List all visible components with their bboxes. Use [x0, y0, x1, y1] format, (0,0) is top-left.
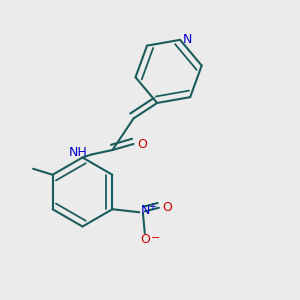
Text: O: O	[137, 137, 147, 151]
Text: −: −	[151, 233, 160, 243]
Text: N: N	[182, 33, 192, 46]
Text: O: O	[163, 201, 172, 214]
Text: NH: NH	[69, 146, 88, 160]
Text: +: +	[148, 202, 156, 212]
Text: O: O	[140, 233, 150, 246]
Text: N: N	[141, 204, 150, 217]
